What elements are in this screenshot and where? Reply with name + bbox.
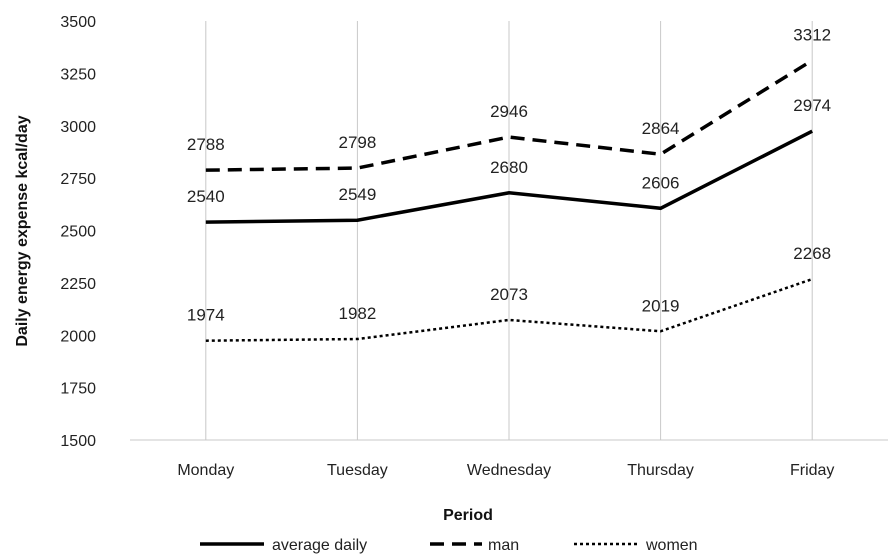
- legend-label: man: [488, 537, 519, 554]
- x-tick-label: Wednesday: [467, 462, 551, 479]
- data-label: 2946: [490, 102, 528, 121]
- y-tick-label: 1750: [60, 381, 96, 398]
- series-line-man: [205, 58, 814, 172]
- data-label: 2680: [490, 158, 528, 177]
- x-tick-label: Tuesday: [327, 462, 388, 479]
- legend-label: average daily: [272, 537, 367, 554]
- series-lines: [205, 58, 814, 342]
- data-label: 2549: [338, 185, 376, 204]
- y-tick-label: 2500: [60, 224, 96, 241]
- y-tick-label: 3500: [60, 14, 96, 31]
- y-tick-label: 3000: [60, 119, 96, 136]
- data-label: 2019: [642, 296, 680, 315]
- data-label: 2798: [338, 133, 376, 152]
- x-tick-label: Friday: [790, 462, 834, 479]
- data-label: 1982: [338, 304, 376, 323]
- y-tick-label: 2000: [60, 328, 96, 345]
- x-tick-label: Monday: [177, 462, 234, 479]
- y-tick-label: 3250: [60, 66, 96, 83]
- y-tick-label: 2750: [60, 171, 96, 188]
- y-tick-label: 2250: [60, 276, 96, 293]
- data-label: 2073: [490, 285, 528, 304]
- data-label: 2606: [642, 173, 680, 192]
- grid-lines: [130, 21, 888, 441]
- legend-label: women: [645, 537, 698, 554]
- x-tick-label: Thursday: [627, 462, 694, 479]
- data-label: 2864: [642, 119, 680, 138]
- y-axis-ticks: 1500 1750 2000 2250 2500 2750 3000 3250 3500: [60, 14, 96, 450]
- legend: average daily man women: [200, 537, 698, 554]
- data-label: 1974: [187, 306, 225, 325]
- y-axis-title: Daily energy expense kcal/day: [14, 115, 31, 346]
- data-label: 3312: [793, 25, 831, 44]
- data-label: 2540: [187, 187, 225, 206]
- x-axis-ticks: Monday Tuesday Wednesday Thursday Friday: [177, 462, 834, 479]
- series-line-average-daily: [205, 129, 813, 224]
- data-label: 2268: [793, 244, 831, 263]
- x-axis-title: Period: [443, 507, 493, 524]
- data-label: 2788: [187, 135, 225, 154]
- y-tick-label: 1500: [60, 433, 96, 450]
- data-labels: 2540 2549 2680 2606 2974 2788 2798 2946 2864 3312…: [187, 25, 831, 324]
- data-label: 2974: [793, 96, 831, 115]
